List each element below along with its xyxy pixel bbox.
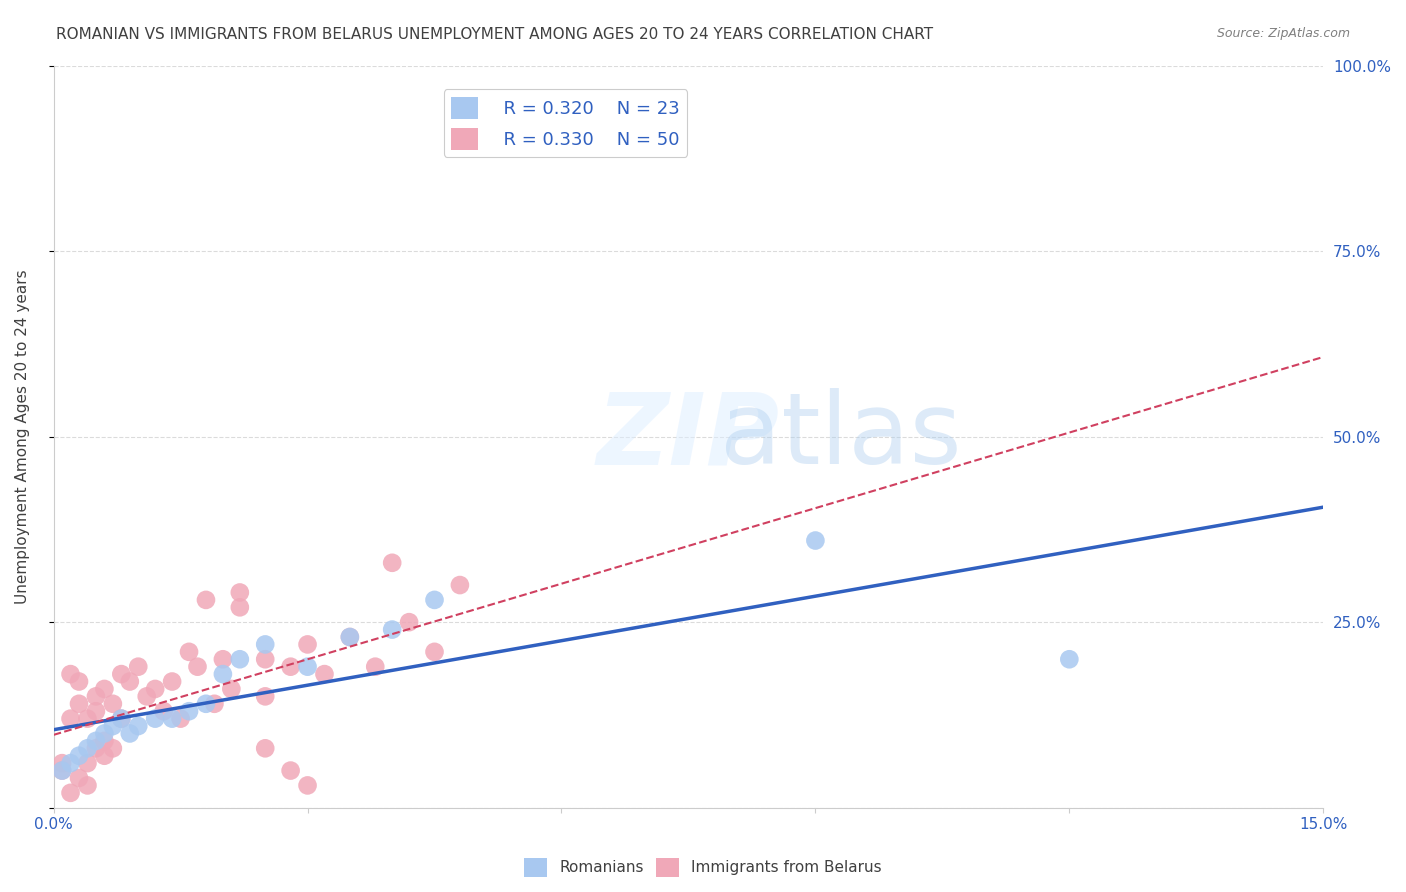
Point	[381, 556, 404, 570]
Point	[280, 764, 302, 778]
Point	[59, 786, 82, 800]
Point	[254, 652, 277, 666]
Point	[84, 741, 107, 756]
Point	[221, 681, 243, 696]
Point	[118, 674, 141, 689]
Point	[67, 697, 90, 711]
Point	[84, 734, 107, 748]
Text: Source: ZipAtlas.com: Source: ZipAtlas.com	[1216, 27, 1350, 40]
Point	[423, 593, 446, 607]
Point	[127, 659, 149, 673]
Point	[339, 630, 361, 644]
Point	[110, 667, 132, 681]
Point	[93, 681, 115, 696]
Point	[118, 726, 141, 740]
Point	[101, 741, 124, 756]
Point	[204, 697, 226, 711]
Point	[297, 659, 319, 673]
Point	[152, 704, 174, 718]
Point	[110, 712, 132, 726]
Point	[76, 779, 98, 793]
Point	[280, 659, 302, 673]
Point	[423, 645, 446, 659]
Point	[59, 756, 82, 771]
Point	[297, 637, 319, 651]
Point	[59, 712, 82, 726]
Point	[186, 659, 208, 673]
Point	[51, 764, 73, 778]
Point	[339, 630, 361, 644]
Point	[84, 704, 107, 718]
Point	[381, 623, 404, 637]
Point	[160, 712, 183, 726]
Point	[143, 712, 166, 726]
Point	[76, 741, 98, 756]
Legend:   R = 0.320    N = 23,   R = 0.330    N = 50: R = 0.320 N = 23, R = 0.330 N = 50	[443, 89, 688, 157]
Point	[254, 637, 277, 651]
Point	[229, 600, 252, 615]
Text: ZIP: ZIP	[598, 388, 780, 485]
Point	[135, 690, 157, 704]
Point	[449, 578, 471, 592]
Point	[254, 741, 277, 756]
Point	[93, 726, 115, 740]
Y-axis label: Unemployment Among Ages 20 to 24 years: Unemployment Among Ages 20 to 24 years	[15, 269, 30, 604]
Point	[254, 690, 277, 704]
Point	[51, 764, 73, 778]
Point	[84, 690, 107, 704]
Point	[160, 674, 183, 689]
Point	[101, 719, 124, 733]
Point	[76, 712, 98, 726]
Point	[93, 748, 115, 763]
Point	[110, 712, 132, 726]
Point	[804, 533, 827, 548]
Point	[314, 667, 336, 681]
Point	[67, 748, 90, 763]
Point	[194, 697, 217, 711]
Point	[93, 734, 115, 748]
Point	[67, 771, 90, 785]
Text: ROMANIAN VS IMMIGRANTS FROM BELARUS UNEMPLOYMENT AMONG AGES 20 TO 24 YEARS CORRE: ROMANIAN VS IMMIGRANTS FROM BELARUS UNEM…	[56, 27, 934, 42]
Point	[51, 756, 73, 771]
Point	[297, 779, 319, 793]
Point	[101, 697, 124, 711]
Point	[67, 674, 90, 689]
Point	[169, 712, 191, 726]
Point	[59, 667, 82, 681]
Point	[143, 681, 166, 696]
Point	[1059, 652, 1081, 666]
Legend: Romanians, Immigrants from Belarus: Romanians, Immigrants from Belarus	[516, 850, 890, 884]
Point	[229, 652, 252, 666]
Point	[76, 756, 98, 771]
Point	[177, 645, 200, 659]
Point	[194, 593, 217, 607]
Text: atlas: atlas	[720, 388, 962, 485]
Point	[212, 667, 235, 681]
Point	[229, 585, 252, 599]
Point	[127, 719, 149, 733]
Point	[398, 615, 420, 629]
Point	[364, 659, 387, 673]
Point	[212, 652, 235, 666]
Point	[177, 704, 200, 718]
